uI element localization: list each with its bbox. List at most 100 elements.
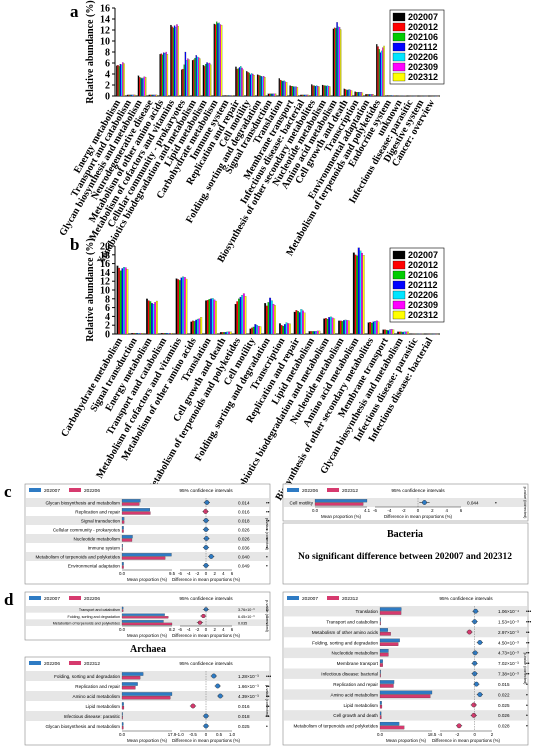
bar (121, 268, 124, 335)
bar (151, 94, 153, 97)
row-stripe (284, 606, 527, 617)
diff-axis-tick: -2 (195, 627, 199, 632)
bar (185, 278, 188, 335)
bar (288, 323, 291, 335)
bar (149, 301, 152, 335)
bar (270, 93, 272, 97)
row-stripe (284, 498, 527, 507)
bar (282, 325, 285, 335)
bar (310, 331, 313, 335)
bar-group1 (121, 553, 172, 557)
diff-axis-tick: -6 (373, 508, 377, 513)
kingdom-label-bacteria: Bacteria (387, 529, 423, 540)
bar (267, 93, 270, 97)
y-tick-label: 8 (105, 48, 110, 59)
bar (137, 333, 140, 335)
y-tick-label: 16 (100, 259, 110, 270)
diff-axis-tick: -6 (178, 571, 182, 576)
bar (407, 331, 409, 335)
bar (187, 58, 189, 97)
bar (237, 298, 240, 335)
diff-axis-tick: 6 (231, 627, 234, 632)
legend-group2: 202312 (342, 488, 358, 494)
panel-letter-b: b (70, 235, 79, 254)
bar (278, 78, 280, 97)
bar (349, 89, 352, 97)
bar (247, 72, 249, 97)
p-value: 6.45×10⁻³ (238, 615, 255, 619)
bar (336, 22, 338, 97)
legend-swatch-group1 (287, 488, 299, 492)
diff-axis-tick: -2 (455, 732, 459, 737)
row-label: Folding, sorting and degradation (54, 674, 120, 679)
bar (141, 333, 144, 335)
bar (331, 317, 334, 335)
diff-point (477, 640, 483, 645)
bar-group2 (121, 502, 140, 506)
bar (344, 319, 347, 335)
bar (236, 301, 239, 335)
p-value: 0.015 (498, 682, 510, 687)
p-value: 7.38×10⁻³ (498, 672, 519, 677)
bar (128, 94, 130, 97)
bar (142, 77, 144, 97)
bar-group1 (121, 692, 173, 696)
row-stripe (26, 619, 269, 626)
bar (382, 329, 385, 335)
bar (177, 26, 179, 97)
row-label: Cell growth and death (333, 713, 378, 718)
bar (287, 323, 290, 335)
bar-group1 (121, 526, 124, 530)
legend-group2: 202206 (84, 488, 100, 494)
bar (252, 326, 255, 335)
bar (237, 68, 240, 97)
mean-axis-tick: 18.5 (428, 732, 437, 737)
significance-stars: • (526, 682, 528, 688)
mean-axis-tick: 0.0 (312, 508, 319, 513)
bar-group2 (379, 694, 431, 699)
y-tick-label: 6 (105, 59, 110, 70)
bar (358, 92, 360, 97)
y-tick-label: 10 (100, 37, 110, 48)
legend-label: 202012 (408, 260, 438, 270)
legend-swatch (392, 280, 406, 290)
bar (196, 56, 199, 97)
row-label: Environmental adaptation (68, 563, 121, 568)
bar (340, 29, 342, 97)
y-tick-label: 14 (100, 268, 110, 279)
bar (136, 333, 139, 335)
bar (258, 74, 260, 97)
bar (123, 63, 125, 97)
diff-axis-tick: -4 (187, 571, 191, 576)
bar (166, 54, 169, 97)
bar (228, 95, 230, 97)
bar (302, 310, 304, 335)
significance-stars: •• (266, 607, 269, 612)
legend-swatch (392, 270, 406, 280)
legend-swatch (392, 52, 406, 62)
p-value: 2.97×10⁻³ (498, 630, 519, 635)
legend-group1: 202007 (44, 596, 60, 602)
p-value: 0.014 (238, 500, 250, 505)
bar (120, 64, 123, 97)
significance-stars: • (266, 554, 268, 560)
legend-label: 202312 (408, 310, 438, 320)
row-stripe (26, 498, 269, 507)
bar (272, 93, 274, 97)
bar (165, 51, 167, 97)
p-value: 0.025 (238, 724, 250, 729)
bar (183, 64, 185, 97)
bar (162, 333, 165, 335)
diff-axis-tick: -4 (187, 627, 191, 632)
bar (390, 95, 392, 97)
bar (313, 331, 316, 335)
bar (290, 85, 293, 97)
bar (296, 87, 299, 97)
diff-point (211, 673, 217, 679)
bar (321, 84, 324, 97)
bar-group2 (379, 684, 394, 688)
bar (129, 94, 131, 97)
bar-group1 (379, 690, 433, 695)
bar (343, 88, 345, 97)
bar (291, 85, 294, 97)
